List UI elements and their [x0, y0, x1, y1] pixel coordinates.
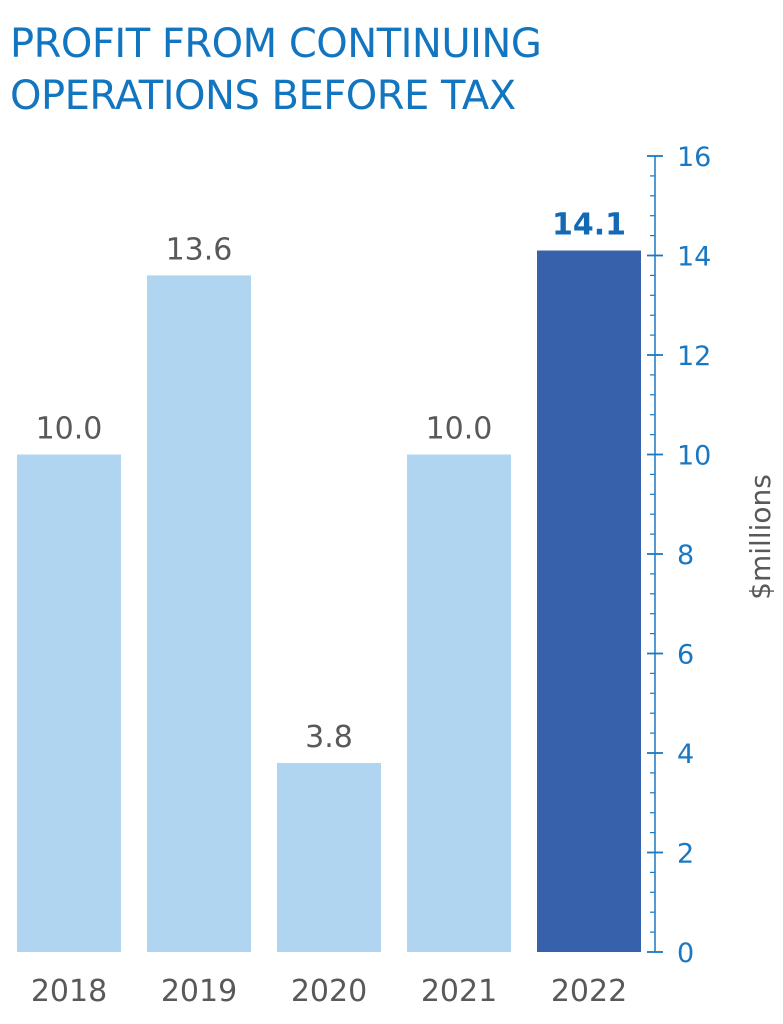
chart-title-line-2: OPERATIONS BEFORE TAX — [10, 73, 516, 119]
y-tick-label-12: 12 — [677, 341, 711, 372]
bars-group — [17, 250, 641, 952]
y-tick-label-4: 4 — [677, 739, 694, 770]
y-tick-label-16: 16 — [677, 142, 711, 173]
value-label-2018: 10.0 — [36, 412, 103, 447]
category-labels-group: 2018 2019 2020 2021 2022 — [31, 974, 627, 1009]
value-label-2021: 10.0 — [426, 412, 493, 447]
category-label-2018: 2018 — [31, 974, 107, 1009]
bar-2018 — [17, 454, 121, 952]
y-tick-label-8: 8 — [677, 540, 694, 571]
y-tick-label-14: 14 — [677, 242, 711, 273]
bar-2022 — [537, 250, 641, 952]
y-axis-title: $millions — [744, 474, 777, 600]
y-tick-label-10: 10 — [677, 441, 711, 472]
y-tick-label-0: 0 — [677, 938, 694, 969]
value-labels-group: 10.0 13.6 3.8 10.0 14.1 — [36, 208, 626, 755]
value-label-2022: 14.1 — [552, 208, 626, 243]
chart-title: PROFIT FROM CONTINUING OPERATIONS BEFORE… — [10, 18, 770, 122]
value-label-2020: 3.8 — [305, 720, 353, 755]
category-label-2021: 2021 — [421, 974, 497, 1009]
y-tick-label-2: 2 — [677, 839, 694, 870]
category-label-2020: 2020 — [291, 974, 367, 1009]
category-label-2019: 2019 — [161, 974, 237, 1009]
bar-2019 — [147, 275, 251, 952]
bar-2021 — [407, 454, 511, 952]
y-tick-label-6: 6 — [677, 640, 694, 671]
y-axis: 0 2 4 6 8 10 12 14 16 — [647, 142, 711, 969]
bar-2020 — [277, 762, 381, 952]
value-label-2019: 13.6 — [166, 232, 233, 267]
category-label-2022: 2022 — [551, 974, 627, 1009]
chart-title-line-1: PROFIT FROM CONTINUING — [10, 21, 542, 67]
